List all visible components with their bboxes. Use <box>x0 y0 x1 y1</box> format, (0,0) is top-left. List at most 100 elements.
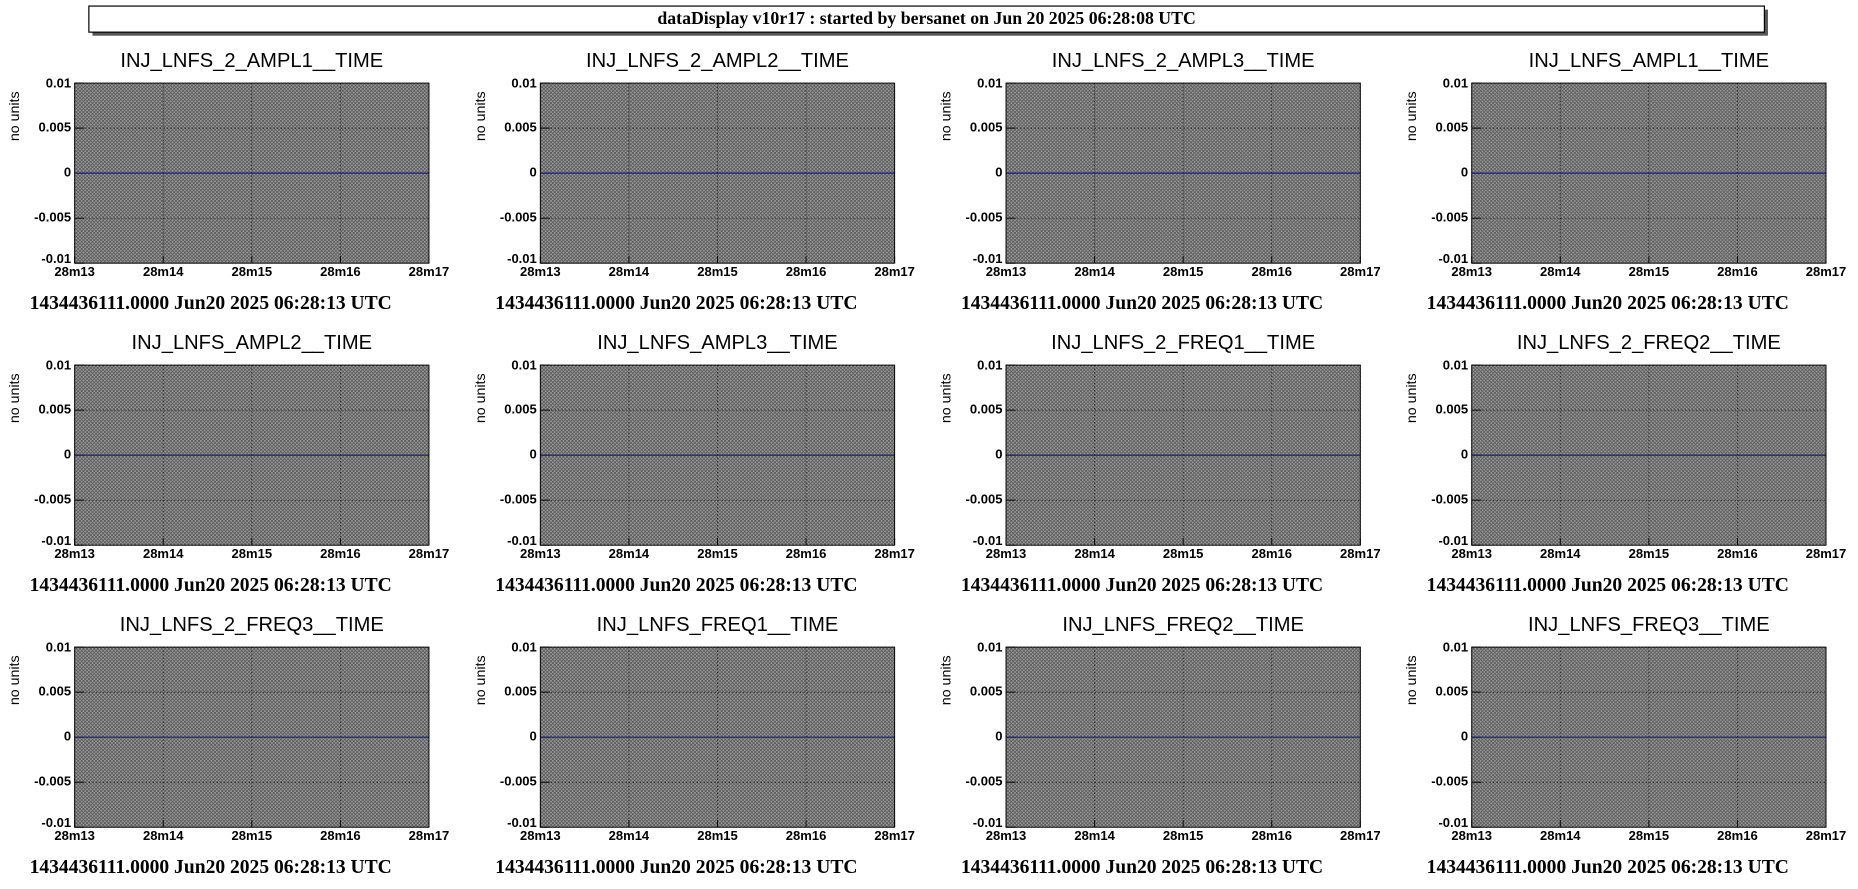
y-axis-label: no units <box>939 373 955 423</box>
chart-title: INJ_LNFS_AMPL2__TIME <box>132 332 372 354</box>
x-tick-label: 28m15 <box>232 264 273 279</box>
x-tick-label: 28m15 <box>1163 828 1204 843</box>
x-tick-label: 28m15 <box>1629 264 1670 279</box>
y-tick-label: 0 <box>1461 165 1468 180</box>
x-tick-label: 28m17 <box>409 264 450 279</box>
y-tick-label: -0.005 <box>500 774 537 789</box>
x-tick-label: 28m13 <box>520 264 561 279</box>
chart-title: INJ_LNFS_FREQ2__TIME <box>1062 614 1304 636</box>
plot-frame <box>539 82 896 264</box>
chart-title: INJ_LNFS_FREQ1__TIME <box>597 614 839 636</box>
x-tick-label: 28m14 <box>1074 828 1115 843</box>
x-tick-label: 28m16 <box>786 546 827 561</box>
y-tick-label: 0 <box>995 447 1002 462</box>
y-tick-label: 0.01 <box>511 358 536 373</box>
x-tick-label: 28m17 <box>1806 546 1847 561</box>
x-tick-label: 28m14 <box>609 264 650 279</box>
y-tick-label: -0.01 <box>507 815 537 830</box>
chart-title: INJ_LNFS_AMPL3__TIME <box>597 332 837 354</box>
y-axis-label: no units <box>7 91 23 141</box>
y-tick-label: 0.005 <box>39 402 72 417</box>
y-tick-label: -0.01 <box>973 251 1003 266</box>
y-tick-label: 0.01 <box>511 640 536 655</box>
y-tick-label: -0.01 <box>507 251 537 266</box>
y-tick-label: -0.005 <box>966 492 1003 507</box>
x-tick-label: 28m17 <box>1806 828 1847 843</box>
timestamp: 1434436111.0000 Jun20 2025 06:28:13 UTC <box>1427 575 1789 596</box>
timestamp: 1434436111.0000 Jun20 2025 06:28:13 UTC <box>961 293 1323 314</box>
timestamp: 1434436111.0000 Jun20 2025 06:28:13 UTC <box>1427 857 1789 878</box>
x-tick-label: 28m14 <box>609 828 650 843</box>
y-tick-label: 0 <box>1461 447 1468 462</box>
x-tick-label: 28m15 <box>1163 546 1204 561</box>
x-tick-label: 28m13 <box>54 828 95 843</box>
plot-frame <box>1471 364 1827 546</box>
plot-frame <box>1005 364 1361 546</box>
plot-frame <box>1005 82 1361 264</box>
x-tick-label: 28m13 <box>1451 828 1492 843</box>
y-tick-label: 0.01 <box>46 76 71 91</box>
x-tick-label: 28m15 <box>232 546 273 561</box>
y-tick-label: 0.005 <box>39 684 72 699</box>
y-tick-label: 0.01 <box>46 358 71 373</box>
chart-title: INJ_LNFS_2_AMPL1__TIME <box>120 50 383 72</box>
y-axis-label: no units <box>939 655 955 705</box>
x-tick-label: 28m15 <box>1163 264 1204 279</box>
y-tick-label: 0.01 <box>511 76 536 91</box>
y-axis-label: no units <box>473 91 489 141</box>
y-tick-label: 0.01 <box>977 358 1002 373</box>
x-tick-label: 28m14 <box>143 264 184 279</box>
x-tick-label: 28m17 <box>409 828 450 843</box>
x-tick-label: 28m16 <box>320 828 361 843</box>
y-tick-label: -0.01 <box>973 533 1003 548</box>
x-tick-label: 28m13 <box>986 264 1027 279</box>
x-tick-label: 28m16 <box>1717 828 1758 843</box>
y-tick-label: 0 <box>530 447 537 462</box>
x-tick-label: 28m14 <box>1074 264 1115 279</box>
x-tick-label: 28m14 <box>1540 828 1581 843</box>
y-tick-label: 0 <box>1461 729 1468 744</box>
y-tick-label: -0.005 <box>1431 210 1468 225</box>
y-tick-label: -0.005 <box>34 492 71 507</box>
y-tick-label: -0.005 <box>500 210 537 225</box>
timestamp: 1434436111.0000 Jun20 2025 06:28:13 UTC <box>30 575 392 596</box>
x-tick-label: 28m13 <box>520 828 561 843</box>
y-tick-label: 0.005 <box>504 120 537 135</box>
plot-frame <box>74 82 430 264</box>
plot-frame <box>539 364 896 546</box>
chart-title: INJ_LNFS_2_FREQ3__TIME <box>120 614 384 636</box>
y-tick-label: -0.01 <box>41 533 71 548</box>
chart-title: INJ_LNFS_2_AMPL3__TIME <box>1052 50 1315 72</box>
y-tick-label: -0.005 <box>966 210 1003 225</box>
x-tick-label: 28m17 <box>409 546 450 561</box>
timestamp: 1434436111.0000 Jun20 2025 06:28:13 UTC <box>961 575 1323 596</box>
y-axis-label: no units <box>473 655 489 705</box>
y-tick-label: -0.01 <box>507 533 537 548</box>
plot-frame <box>539 646 896 828</box>
y-tick-label: -0.01 <box>41 251 71 266</box>
y-tick-label: 0.005 <box>970 120 1003 135</box>
chart-title: INJ_LNFS_2_FREQ2__TIME <box>1517 332 1781 354</box>
y-axis-label: no units <box>7 655 23 705</box>
chart-title: INJ_LNFS_2_FREQ1__TIME <box>1051 332 1315 354</box>
y-tick-label: 0.005 <box>1436 120 1469 135</box>
chart-title: INJ_LNFS_2_AMPL2__TIME <box>586 50 849 72</box>
x-tick-label: 28m17 <box>1806 264 1847 279</box>
chart-title: INJ_LNFS_FREQ3__TIME <box>1528 614 1770 636</box>
timestamp: 1434436111.0000 Jun20 2025 06:28:13 UTC <box>495 293 857 314</box>
x-tick-label: 28m13 <box>1451 546 1492 561</box>
y-tick-label: 0.005 <box>1436 684 1469 699</box>
y-tick-label: 0.01 <box>1443 640 1468 655</box>
y-tick-label: 0 <box>64 729 71 744</box>
y-tick-label: 0.005 <box>39 120 72 135</box>
y-tick-label: 0 <box>530 165 537 180</box>
y-tick-label: -0.005 <box>34 774 71 789</box>
x-tick-label: 28m15 <box>697 264 738 279</box>
y-axis-label: no units <box>1404 655 1420 705</box>
x-tick-label: 28m13 <box>520 546 561 561</box>
x-tick-label: 28m14 <box>143 546 184 561</box>
y-tick-label: 0 <box>530 729 537 744</box>
x-tick-label: 28m17 <box>874 546 915 561</box>
x-tick-label: 28m14 <box>1074 546 1115 561</box>
